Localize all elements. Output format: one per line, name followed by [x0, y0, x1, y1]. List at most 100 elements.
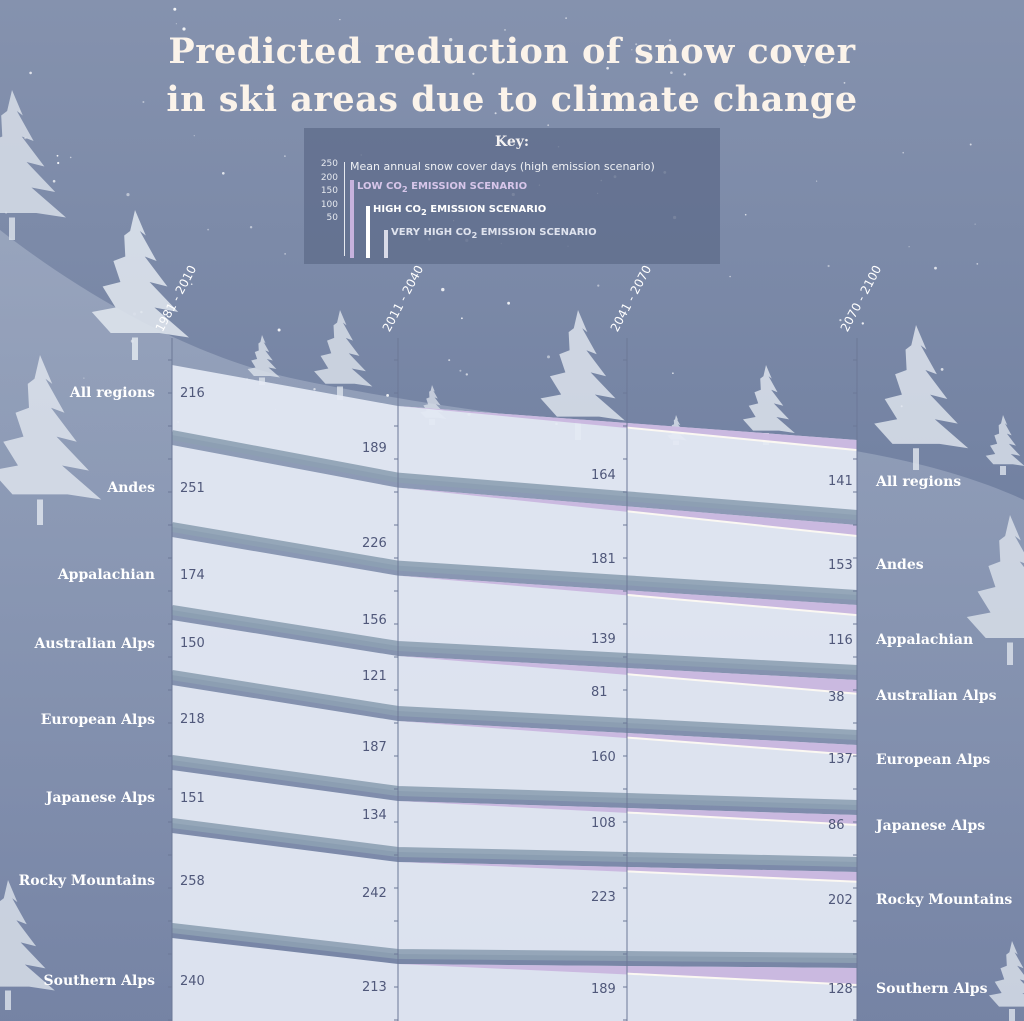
- key-label-suffix: EMISSION SCENARIO: [477, 227, 597, 238]
- key-label-high-text: HIGH CO: [373, 204, 421, 215]
- region-label-right: Appalachian: [876, 632, 974, 648]
- band-separator: [171, 605, 858, 675]
- star: [83, 377, 85, 379]
- star: [565, 17, 567, 19]
- star: [190, 283, 193, 286]
- region-label-left: Southern Alps: [43, 973, 155, 989]
- tree-trunk: [259, 377, 265, 385]
- star: [222, 172, 225, 175]
- star: [182, 27, 186, 31]
- star: [940, 368, 944, 371]
- key-subscript: 2: [471, 230, 478, 240]
- region-label-right: Rocky Mountains: [876, 892, 1013, 908]
- star: [744, 213, 747, 216]
- data-value-label: 81: [591, 685, 608, 700]
- tree-trunk: [5, 990, 11, 1010]
- region-band: [172, 620, 857, 735]
- star: [683, 73, 686, 76]
- star: [193, 135, 195, 137]
- star: [29, 71, 32, 75]
- high-scenario-line: [626, 673, 858, 695]
- key-axis-ticks: 250 200 150 100 50: [318, 158, 338, 226]
- band-separator: [171, 430, 858, 520]
- region-band: [172, 938, 857, 1021]
- data-value-label: 216: [180, 386, 205, 401]
- key-measure-label: Mean annual snow cover days (high emissi…: [350, 160, 655, 173]
- star: [271, 106, 275, 109]
- star: [547, 355, 550, 359]
- data-value-label: 223: [591, 890, 616, 905]
- tree-trunk: [1000, 466, 1006, 475]
- star: [441, 287, 445, 292]
- region-band: [172, 770, 857, 862]
- high-scenario-line: [626, 870, 858, 883]
- star: [284, 253, 286, 255]
- star: [494, 112, 497, 115]
- data-value-label: 258: [180, 874, 205, 889]
- high-scenario-line: [626, 426, 858, 452]
- star: [313, 388, 316, 391]
- key-bar-very-high: [384, 230, 388, 258]
- star: [902, 151, 904, 154]
- region-label-left: Andes: [107, 480, 155, 496]
- data-value-label: 150: [180, 636, 205, 651]
- star: [507, 301, 510, 305]
- star: [635, 43, 638, 46]
- high-scenario-line: [626, 972, 858, 986]
- star: [934, 266, 937, 270]
- region-label-right: European Alps: [876, 752, 991, 768]
- region-label-left: European Alps: [40, 712, 155, 728]
- tree: [0, 90, 66, 218]
- data-value-label: 189: [591, 982, 616, 997]
- tree: [956, 515, 1024, 643]
- star: [69, 156, 72, 159]
- key-bar-high: [366, 206, 370, 258]
- low-scenario-wedge: [398, 487, 857, 537]
- data-value-label: 121: [362, 669, 387, 684]
- key-label-very-high-text: VERY HIGH CO: [391, 227, 472, 238]
- star: [448, 359, 451, 362]
- key-label-suffix: EMISSION SCENARIO: [426, 204, 547, 215]
- star: [547, 124, 550, 127]
- tree-trunk: [9, 217, 15, 240]
- star: [57, 161, 60, 165]
- tree: [307, 310, 373, 387]
- data-value-label: 251: [180, 481, 205, 496]
- tree: [0, 880, 55, 991]
- band-separator: [171, 923, 858, 963]
- star: [504, 29, 506, 31]
- key-label-very-high: VERY HIGH CO2 EMISSION SCENARIO: [391, 227, 597, 240]
- star: [472, 72, 475, 75]
- star: [976, 263, 979, 265]
- region-band: [172, 445, 857, 595]
- data-value-label: 156: [362, 613, 387, 628]
- region-band: [172, 365, 857, 515]
- star: [861, 322, 864, 325]
- data-value-label: 128: [828, 982, 853, 997]
- star: [386, 394, 389, 397]
- key-label-low-text: LOW CO: [357, 181, 402, 192]
- data-value-label: 86: [828, 818, 845, 833]
- star: [670, 71, 673, 74]
- star: [459, 369, 462, 372]
- star: [969, 143, 972, 146]
- key-tick: 50: [326, 213, 338, 224]
- star: [339, 19, 341, 21]
- tree-trunk: [913, 448, 919, 470]
- star: [449, 38, 453, 42]
- trees: [0, 90, 1024, 1021]
- star: [277, 328, 281, 332]
- key-tick: 100: [320, 199, 338, 210]
- legend-key: Key: 250 200 150 100 50 Mean annual snow…: [304, 128, 720, 264]
- star: [284, 155, 286, 158]
- data-value-label: 226: [362, 536, 387, 551]
- tree: [863, 325, 969, 449]
- high-scenario-line: [626, 811, 858, 826]
- data-value-label: 108: [591, 816, 616, 831]
- star: [175, 23, 177, 25]
- high-scenario-line: [626, 736, 858, 757]
- key-label-low: LOW CO2 EMISSION SCENARIO: [357, 181, 527, 194]
- star: [249, 226, 253, 229]
- region-label-right: Australian Alps: [876, 688, 997, 704]
- star: [597, 284, 600, 287]
